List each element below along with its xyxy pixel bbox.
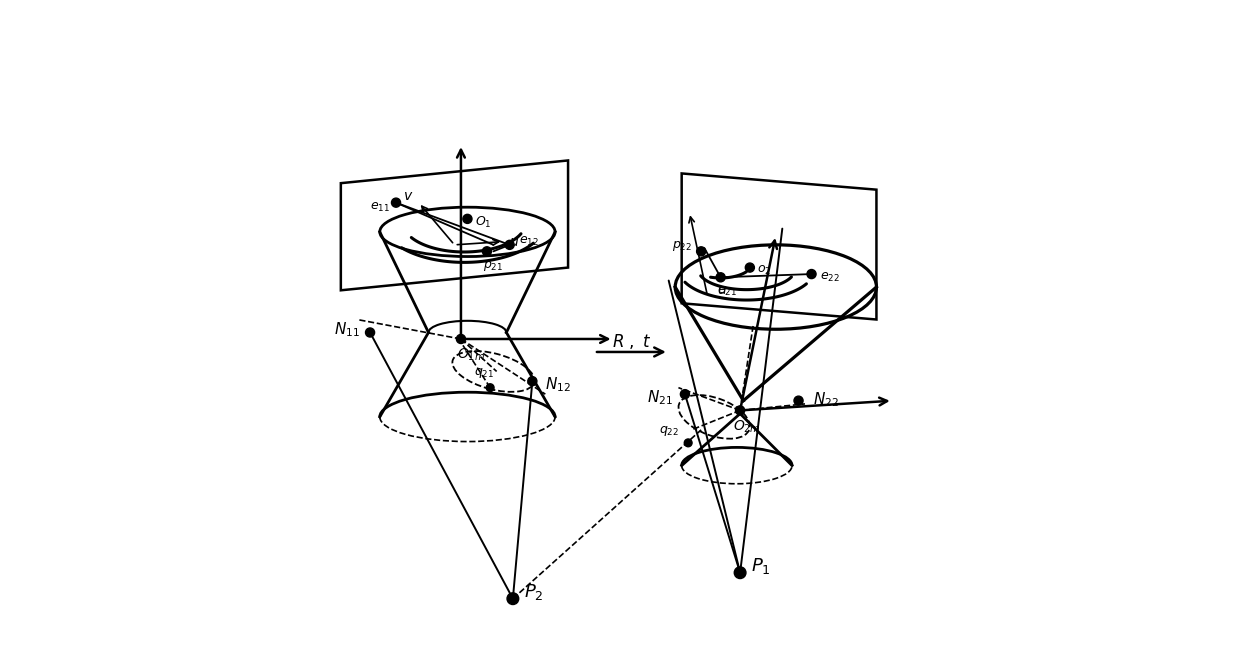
Circle shape — [794, 396, 804, 405]
Text: $o_2$: $o_2$ — [756, 264, 771, 277]
Text: $e_{12}$: $e_{12}$ — [520, 235, 539, 248]
Circle shape — [482, 247, 491, 256]
Text: $N_{11}$: $N_{11}$ — [335, 320, 361, 338]
Circle shape — [463, 215, 472, 224]
Text: $N_{21}$: $N_{21}$ — [647, 388, 673, 407]
Text: $e_{11}$: $e_{11}$ — [370, 201, 389, 215]
Circle shape — [697, 247, 706, 256]
Text: $N_{12}$: $N_{12}$ — [546, 375, 572, 394]
Text: $u$: $u$ — [718, 283, 728, 297]
Text: $v$: $v$ — [403, 189, 413, 203]
Circle shape — [456, 334, 465, 344]
Circle shape — [681, 390, 689, 399]
Text: $p_{22}$: $p_{22}$ — [672, 239, 692, 253]
Circle shape — [745, 263, 754, 272]
Text: $O_{1m}$: $O_{1m}$ — [456, 347, 485, 363]
Circle shape — [734, 567, 746, 578]
Circle shape — [507, 593, 518, 604]
Circle shape — [807, 269, 816, 278]
Circle shape — [715, 273, 725, 282]
Text: $q_{22}$: $q_{22}$ — [658, 424, 678, 438]
Text: $e_{21}$: $e_{21}$ — [717, 285, 737, 298]
Circle shape — [366, 328, 374, 337]
Text: $P_1$: $P_1$ — [751, 556, 771, 576]
Text: $u$: $u$ — [510, 235, 520, 249]
Circle shape — [528, 377, 537, 386]
Circle shape — [392, 198, 401, 207]
Circle shape — [486, 384, 494, 392]
Text: $O_{2m}$: $O_{2m}$ — [733, 419, 760, 435]
Circle shape — [684, 439, 692, 447]
Text: $q_{21}$: $q_{21}$ — [474, 366, 494, 380]
Text: $p_{21}$: $p_{21}$ — [484, 259, 503, 273]
Text: $e_{22}$: $e_{22}$ — [820, 271, 839, 284]
Circle shape — [505, 241, 515, 250]
Text: $P_2$: $P_2$ — [523, 582, 543, 602]
Text: $O_1$: $O_1$ — [475, 215, 492, 230]
Text: $N_{22}$: $N_{22}$ — [813, 390, 838, 409]
Circle shape — [735, 406, 745, 415]
Text: $R\ ,\ t$: $R\ ,\ t$ — [611, 332, 652, 351]
